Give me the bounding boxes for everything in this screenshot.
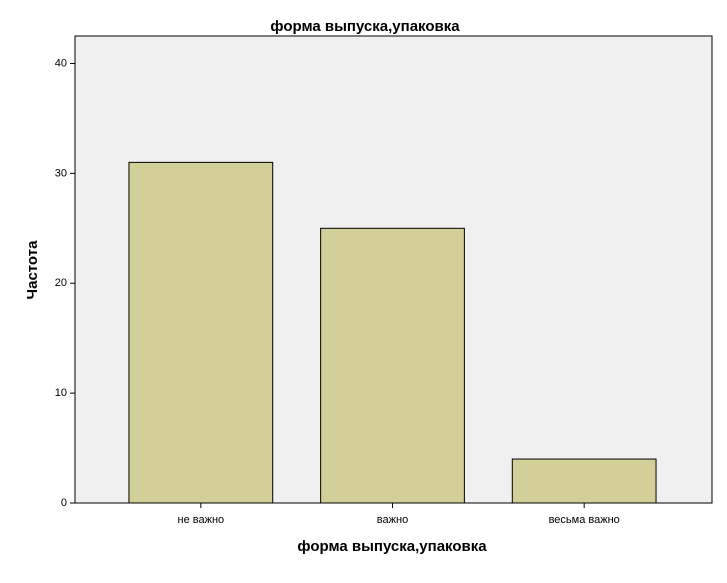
y-tick-label: 30 xyxy=(55,167,67,179)
y-tick-label: 40 xyxy=(55,57,67,69)
chart-title: форма выпуска,упаковка xyxy=(270,18,460,35)
x-axis-title: форма выпуска,упаковка xyxy=(297,538,487,555)
x-tick-label: весьма важно xyxy=(549,514,620,526)
bar xyxy=(128,161,274,504)
y-axis-title: Частота xyxy=(24,240,41,300)
x-tick-label: важно xyxy=(377,514,408,526)
bar xyxy=(511,458,657,504)
bar xyxy=(320,227,465,504)
x-tick-label: не важно xyxy=(178,514,225,526)
y-tick-label: 10 xyxy=(55,387,67,399)
y-tick-label: 0 xyxy=(61,497,67,509)
y-tick-label: 20 xyxy=(55,277,67,289)
